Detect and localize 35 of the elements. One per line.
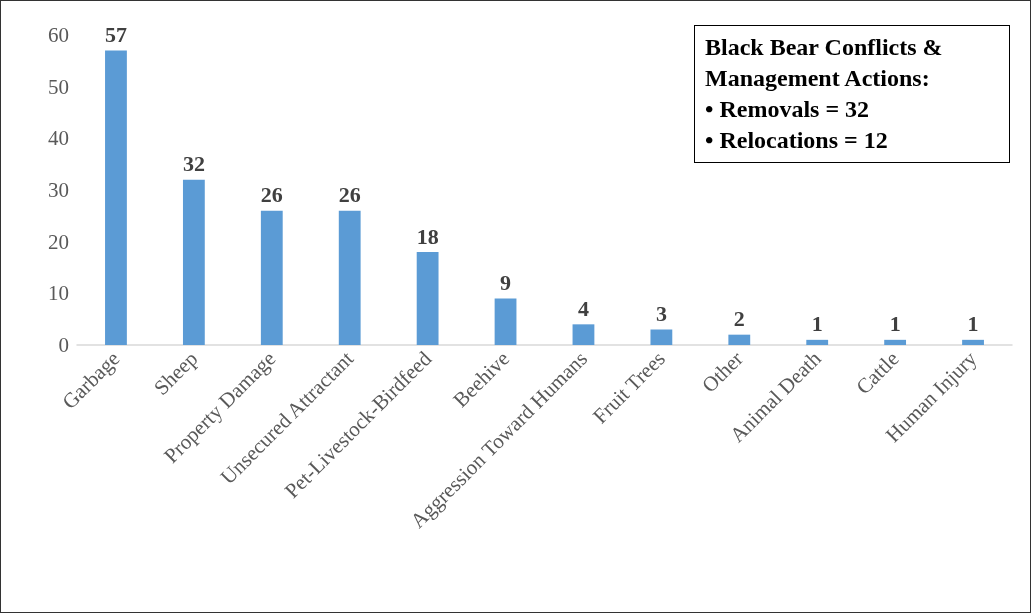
bar [962,339,984,345]
annotation: • Removals = 32 [705,95,871,124]
bar [105,50,127,345]
bar [416,252,439,345]
y-tick-label: 30 [48,178,69,202]
y-tick-label: 50 [48,74,69,99]
bar [884,339,907,345]
data-label: 26 [260,182,283,208]
data-label: 4 [577,295,589,321]
data-label: 9 [500,270,512,295]
y-tick-label: 0 [58,333,69,357]
data-label: 1 [889,311,901,337]
bar [806,339,829,345]
data-label: 32 [182,151,205,177]
y-tick-label: 20 [48,229,69,254]
data-label: 1 [811,311,823,337]
bar [338,210,361,345]
y-tick-label: 40 [48,126,69,151]
y-tick-label: 60 [48,23,69,47]
text-box: Black Bear Conflicts & Management Actions: • Removals = 32 • Relocations = 12 [694,25,1010,163]
bar [182,179,205,345]
bar [728,334,751,345]
y-tick-label: 10 [48,281,69,306]
annotation: Black Bear Conflicts & Management Actions: [705,33,944,93]
bar [260,210,283,345]
bar [494,298,517,345]
bar [650,329,673,345]
bar [572,324,595,345]
annotation: • Relocations = 12 [705,126,889,155]
data-label: 2 [733,306,745,332]
data-label: 57 [104,22,127,47]
data-label: 18 [416,223,439,249]
data-label: 3 [655,301,667,326]
data-label: 26 [338,182,361,208]
data-label: 1 [967,311,979,337]
